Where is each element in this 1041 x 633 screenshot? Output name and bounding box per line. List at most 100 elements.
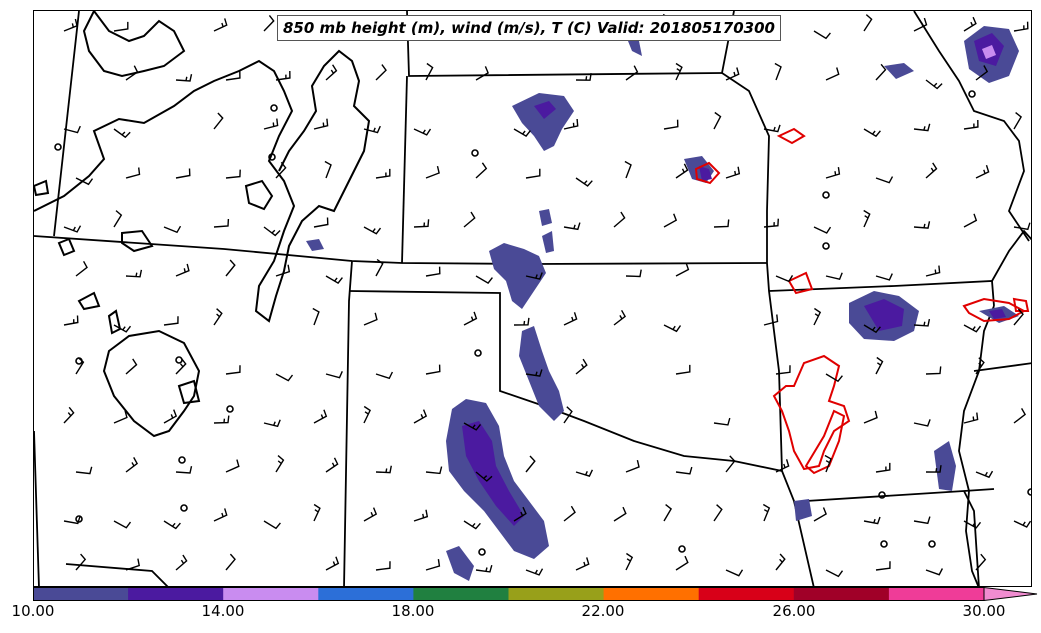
wind-barb	[175, 74, 193, 82]
wind-barb	[263, 520, 281, 530]
wind-barb	[825, 272, 843, 281]
wind-barb	[313, 118, 329, 130]
wind-barb	[825, 67, 840, 81]
height-contour	[34, 179, 50, 197]
colorbar-tick-label: 18.00	[391, 602, 435, 620]
temp-contour	[772, 354, 851, 471]
wind-barb	[213, 508, 228, 522]
wind-barb	[75, 260, 88, 277]
shade-region	[934, 441, 956, 491]
calm-wind-markers	[54, 90, 1031, 556]
wind-barb	[113, 128, 131, 139]
wind-barb	[63, 18, 78, 32]
wind-barb	[863, 14, 873, 32]
state-border	[973, 362, 1031, 372]
calm-circle	[226, 405, 234, 413]
wind-barb	[1013, 520, 1031, 528]
state-border	[401, 75, 408, 264]
height-contours	[34, 11, 371, 438]
height-contour	[82, 11, 186, 78]
wind-barb	[675, 555, 689, 571]
colorbar-segment	[603, 587, 700, 601]
wind-barb	[663, 324, 682, 333]
wind-barb	[263, 226, 281, 237]
wind-barb	[575, 557, 590, 571]
shade-region	[446, 546, 474, 581]
wind-barb	[713, 417, 731, 426]
wind-barb	[275, 373, 294, 382]
wind-barb	[913, 123, 931, 132]
wind-barb	[63, 516, 81, 525]
wind-barb	[125, 65, 139, 81]
wind-barb	[513, 128, 531, 138]
calm-circle	[968, 90, 976, 98]
wind-barb	[175, 168, 191, 179]
state-border	[53, 11, 80, 237]
state-border	[65, 563, 169, 586]
wind-barb	[825, 569, 844, 578]
wind-barb	[663, 119, 679, 130]
map-title: 850 mb height (m), wind (m/s), T (C) Val…	[277, 15, 781, 41]
wind-barb	[863, 324, 881, 334]
wind-barb	[725, 455, 736, 473]
wind-barb	[113, 520, 132, 529]
wind-barb	[975, 357, 985, 375]
state-border	[991, 229, 1031, 282]
calm-circle	[175, 356, 183, 364]
wind-barb	[463, 211, 476, 228]
wind-barb	[263, 419, 281, 428]
wind-barb	[763, 124, 781, 133]
wind-barb	[813, 30, 831, 40]
wind-barb	[63, 406, 75, 424]
wind-barb	[975, 553, 987, 571]
temp-contour	[694, 161, 721, 185]
wind-barb	[775, 459, 790, 473]
wind-barb	[463, 520, 481, 530]
wind-barb	[525, 455, 536, 473]
wind-barb	[925, 265, 941, 277]
wind-barb	[63, 315, 79, 326]
wind-barb	[225, 459, 240, 473]
wind-barb	[225, 70, 241, 81]
wind-barb	[363, 405, 371, 424]
wind-barb	[725, 569, 744, 577]
shade-region	[989, 309, 1006, 319]
wind-barb	[475, 66, 489, 81]
wind-barb	[163, 520, 181, 530]
wind-barbs	[63, 13, 1031, 578]
temp-contour	[1012, 297, 1030, 312]
wind-barb	[113, 410, 128, 424]
wind-barb	[963, 324, 982, 333]
height-contour	[77, 291, 101, 311]
wind-barb	[913, 17, 928, 32]
wind-barb	[913, 419, 931, 427]
wind-barb	[963, 520, 982, 529]
wind-barb	[975, 470, 994, 479]
wind-barb	[575, 358, 588, 375]
height-contour	[34, 49, 371, 323]
wind-barb	[463, 422, 482, 431]
wind-barb	[813, 507, 827, 522]
state-boundaries	[34, 11, 1031, 586]
height-contour	[121, 229, 154, 253]
wind-barb	[675, 364, 691, 375]
height-contour	[177, 379, 201, 405]
colorbar-segment	[698, 587, 795, 601]
calm-circle	[75, 357, 83, 365]
shade-region	[699, 166, 712, 181]
shade-region	[864, 299, 904, 331]
wind-barb	[675, 262, 690, 277]
calm-circle	[880, 540, 888, 548]
wind-barb	[563, 505, 576, 522]
state-border	[913, 11, 1030, 242]
wind-barb	[963, 16, 977, 32]
wind-barb	[312, 307, 320, 326]
wind-barb	[175, 263, 190, 277]
wind-barb	[975, 164, 990, 179]
temperature-contours	[694, 127, 1030, 475]
temp-contour	[962, 297, 1027, 323]
wind-barb	[363, 507, 378, 522]
wind-barb	[125, 558, 141, 571]
wind-barb	[625, 65, 639, 81]
wind-barb	[324, 160, 332, 179]
